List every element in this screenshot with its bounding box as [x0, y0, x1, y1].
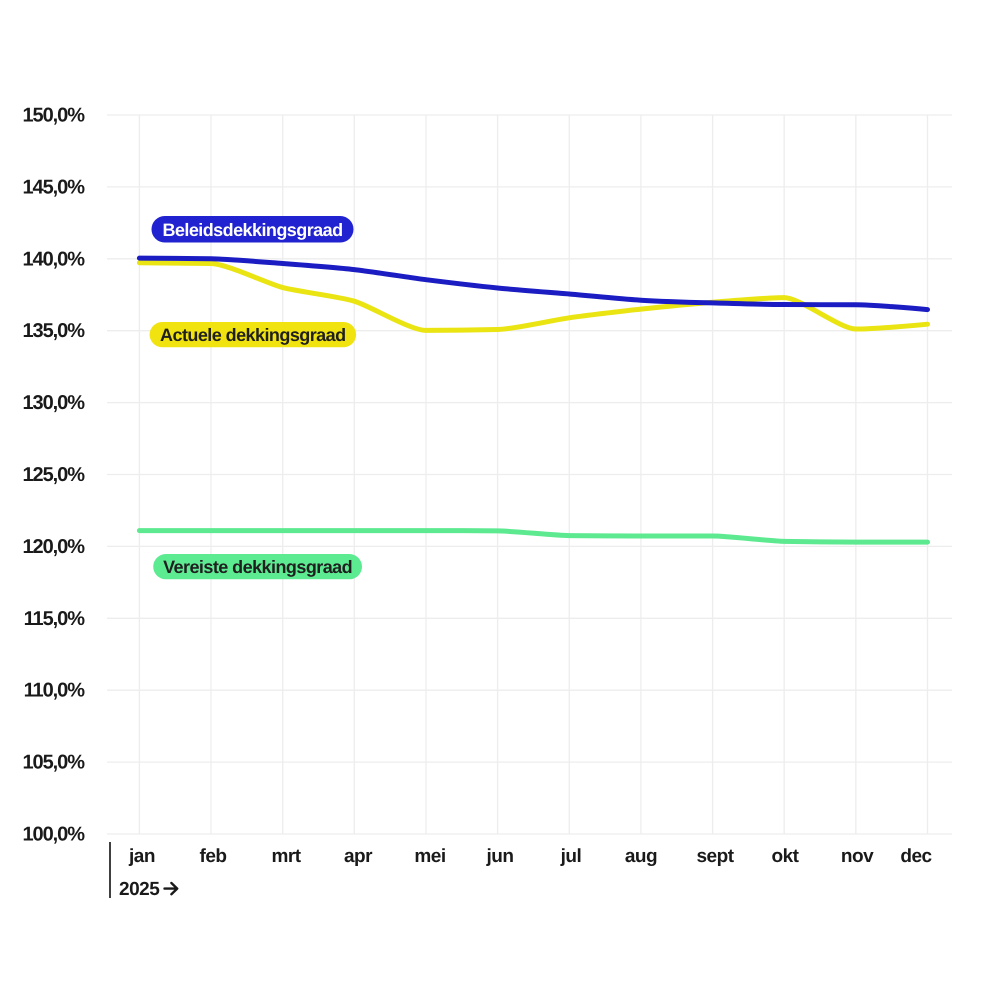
svg-text:150,0%: 150,0%: [22, 105, 85, 127]
svg-text:Vereiste dekkingsgraad: Vereiste dekkingsgraad: [163, 557, 352, 577]
svg-text:2025: 2025: [119, 879, 160, 900]
svg-text:dec: dec: [900, 846, 932, 867]
svg-text:135,0%: 135,0%: [22, 320, 85, 342]
svg-text:aug: aug: [625, 846, 657, 867]
svg-text:145,0%: 145,0%: [22, 176, 85, 198]
svg-text:125,0%: 125,0%: [22, 464, 85, 486]
svg-text:mrt: mrt: [271, 846, 301, 867]
svg-text:sept: sept: [696, 846, 734, 867]
svg-text:130,0%: 130,0%: [22, 392, 85, 414]
svg-text:jul: jul: [560, 846, 582, 867]
svg-text:115,0%: 115,0%: [24, 608, 86, 630]
svg-text:okt: okt: [772, 846, 800, 867]
svg-text:120,0%: 120,0%: [22, 536, 85, 558]
svg-text:140,0%: 140,0%: [22, 248, 85, 270]
svg-text:jun: jun: [486, 846, 514, 867]
svg-text:feb: feb: [200, 846, 227, 867]
svg-text:mei: mei: [414, 846, 445, 867]
svg-text:apr: apr: [344, 846, 373, 867]
svg-text:105,0%: 105,0%: [22, 752, 85, 774]
svg-text:100,0%: 100,0%: [22, 824, 85, 846]
svg-text:Beleidsdekkingsgraad: Beleidsdekkingsgraad: [162, 220, 342, 240]
svg-text:nov: nov: [841, 846, 874, 867]
svg-text:Actuele dekkingsgraad: Actuele dekkingsgraad: [160, 325, 346, 345]
svg-text:jan: jan: [128, 846, 155, 867]
svg-text:110,0%: 110,0%: [24, 680, 86, 702]
